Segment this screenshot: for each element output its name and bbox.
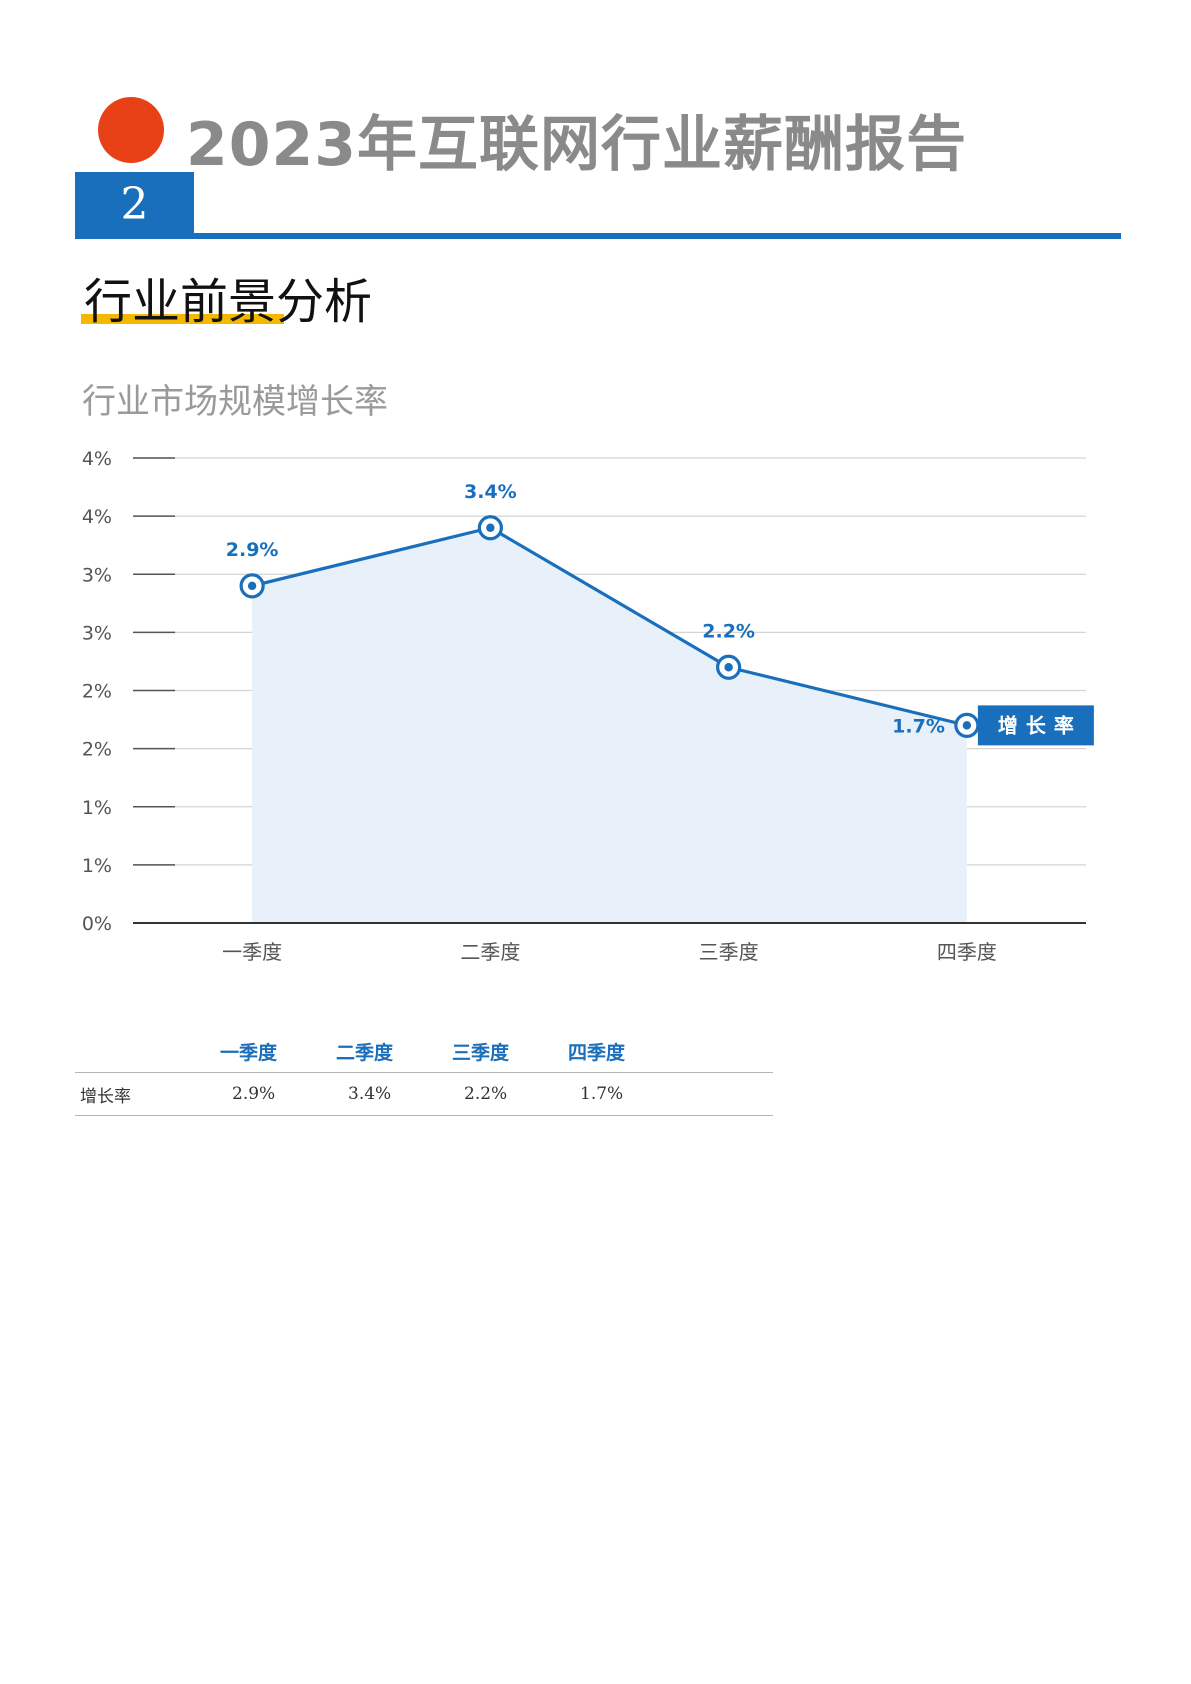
table-header-cell: 三季度 [452,1030,568,1073]
series-legend-label: 增长率 [998,713,1082,737]
y-tick-label: 4% [82,506,112,528]
subtitle-highlight [81,314,284,324]
series-legend-tag [977,705,1094,746]
table-header-cell: 一季度 [220,1030,336,1073]
title-dot [98,97,164,163]
data-label: 2.9% [226,539,279,561]
table-row: 增长率 2.9% 3.4% 2.2% 1.7% [75,1072,773,1116]
x-tick-label: 四季度 [937,940,997,964]
y-tick-label: 0% [82,913,112,935]
table-cell: 1.7% [568,1072,684,1116]
data-table: 一季度 二季度 三季度 四季度 增长率 2.9% 3.4% 2.2% 1.7% [75,1030,773,1116]
section-divider [75,233,1121,239]
table-header-cell: 二季度 [336,1030,452,1073]
data-label: 1.7% [892,715,945,737]
x-tick-label: 一季度 [222,940,282,964]
data-label: 3.4% [464,481,517,503]
y-tick-label: 1% [82,797,112,819]
series-line [251,526,968,727]
data-point-core [962,721,972,730]
chart-title: 行业市场规模增长率 [82,382,388,422]
table-corner-cell [75,1030,220,1073]
table-filler-cell [684,1030,773,1073]
y-tick-label: 3% [82,622,112,644]
table-header-row: 一季度 二季度 三季度 四季度 [75,1030,773,1073]
y-tick-label: 3% [82,564,112,586]
data-point-core [247,581,257,591]
table-header-cell: 四季度 [568,1030,684,1073]
section-number: 2 [120,179,149,230]
table-cell: 3.4% [336,1072,452,1116]
table-cell: 2.2% [452,1072,568,1116]
y-tick-label: 2% [82,739,112,761]
y-tick-label: 2% [82,681,112,703]
y-tick-label: 1% [82,855,112,877]
table-row-label: 增长率 [75,1072,220,1116]
data-point-core [724,663,733,672]
table-cell: 2.9% [220,1072,336,1116]
series-area [252,527,967,923]
y-tick-label: 4% [82,448,112,470]
section-number-tab: 2 [75,172,194,237]
x-tick-label: 三季度 [699,940,759,964]
data-point-core [486,523,495,532]
x-tick-label: 二季度 [460,940,520,964]
table-filler-cell [684,1072,773,1116]
data-label: 2.2% [702,620,755,642]
report-title: 2023年互联网行业薪酬报告 [186,110,967,180]
line-area-chart: 0% 1% 1% 2% 2% 3% 3% 4% 4% 2.9% 3.4% 2.2% 1.7% 一季度 二季度… [82,448,1094,964]
section-title: 行业前景分析 [84,274,373,330]
